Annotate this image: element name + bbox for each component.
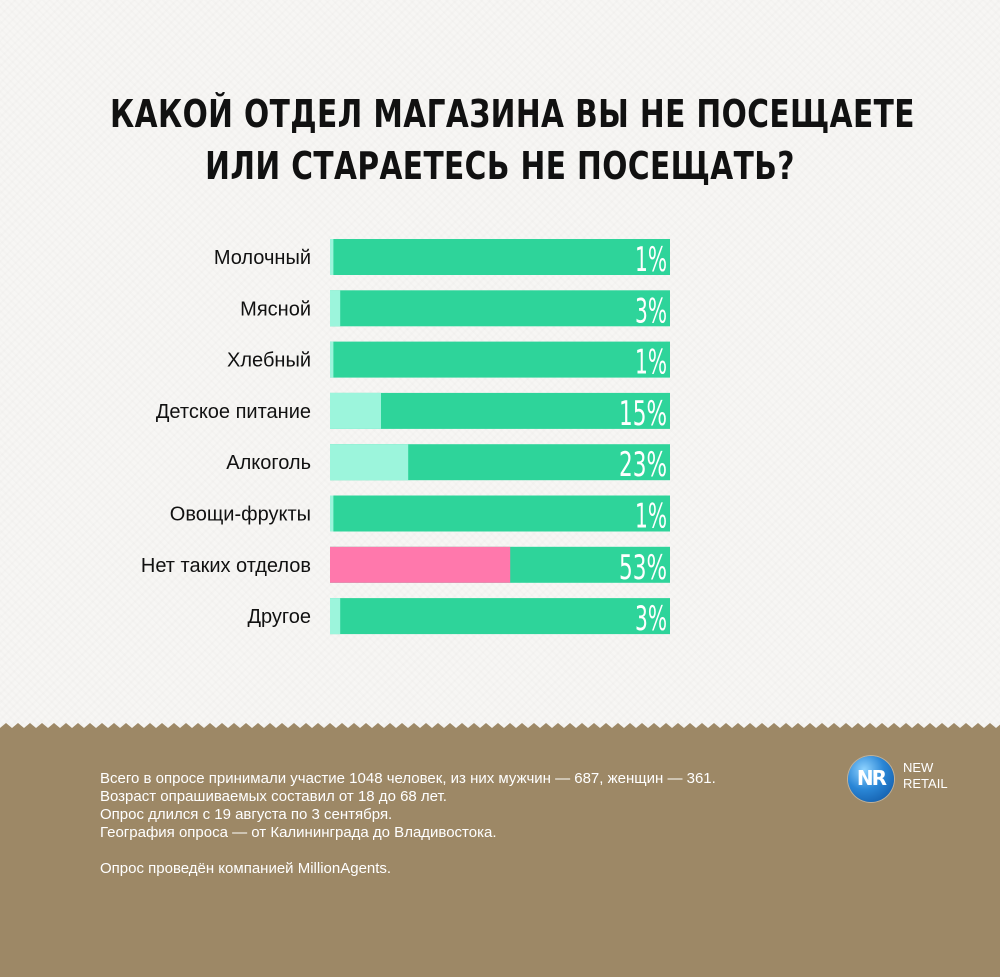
bar — [330, 444, 409, 481]
footnote-line: География опроса — от Калининграда до Вл… — [100, 824, 497, 841]
bar-track — [330, 392, 670, 429]
bar-track — [330, 495, 670, 532]
bar-row: Овощи-фрукты 1% — [170, 495, 670, 537]
bar-row: Детское питание 15% — [156, 392, 670, 434]
value-label: 3% — [635, 599, 667, 639]
footer-panel — [0, 728, 1000, 977]
bar — [330, 392, 381, 429]
survey-footnotes: Всего в опросе принимали участие 1048 че… — [100, 770, 820, 878]
value-label: 1% — [635, 240, 667, 280]
bar-track — [330, 598, 670, 635]
logo-line-1: NEW — [903, 760, 934, 775]
bar-track — [330, 290, 670, 327]
value-label: 1% — [635, 497, 667, 537]
bar-track — [330, 341, 670, 378]
bar-row: Молочный 1% — [214, 239, 670, 280]
title-line-2: ИЛИ СТАРАЕТЕСЬ НЕ ПОСЕЩАТЬ? — [205, 144, 795, 188]
bar — [330, 546, 511, 583]
value-label: 1% — [635, 343, 667, 383]
bar-row: Нет таких отделов 53% — [141, 546, 670, 588]
bar-row: Алкоголь 23% — [226, 444, 670, 485]
bar — [330, 598, 341, 635]
logo-mark: NR — [856, 766, 887, 790]
category-label: Молочный — [214, 247, 311, 269]
bar — [330, 290, 341, 327]
title-line-1: КАКОЙ ОТДЕЛ МАГАЗИНА ВЫ НЕ ПОСЕЩАЕТЕ — [110, 92, 915, 136]
category-label: Детское питание — [156, 401, 311, 423]
footnote-line: Всего в опросе принимали участие 1048 че… — [100, 770, 716, 787]
logo-line-2: RETAIL — [903, 776, 948, 791]
survey-credit: Опрос проведён компанией MillionAgents. — [100, 860, 392, 877]
category-label: Овощи-фрукты — [170, 504, 311, 526]
chart-title: КАКОЙ ОТДЕЛ МАГАЗИНА ВЫ НЕ ПОСЕЩАЕТЕ ИЛИ… — [110, 88, 915, 192]
bar-row: Мясной 3% — [240, 290, 670, 331]
logo-globe-icon — [848, 756, 894, 802]
value-label: 53% — [619, 548, 667, 588]
category-label: Другое — [247, 606, 311, 628]
footnote-line: Опрос длился с 19 августа по 3 сентября. — [100, 806, 393, 823]
bar — [330, 239, 334, 275]
category-label: Хлебный — [227, 350, 311, 372]
bar-row: Другое 3% — [247, 598, 670, 639]
bar — [330, 495, 334, 532]
value-label: 23% — [619, 445, 667, 485]
value-label: 3% — [635, 291, 667, 331]
bar-row: Хлебный 1% — [227, 341, 670, 383]
category-label: Нет таких отделов — [141, 555, 311, 577]
category-label: Мясной — [240, 298, 311, 320]
category-label: Алкоголь — [226, 452, 311, 474]
value-label: 15% — [619, 394, 667, 434]
logo-wordmark: NEW RETAIL — [903, 760, 948, 792]
new-retail-logo: NR NEW RETAIL — [848, 756, 958, 806]
bar — [330, 341, 334, 378]
footnote-line: Возраст опрашиваемых составил от 18 до 6… — [100, 788, 447, 805]
bar-track — [330, 239, 670, 275]
bar-chart: Молочный 1% Мясной 3% Хлебный 1% Детское питан… — [141, 239, 670, 639]
